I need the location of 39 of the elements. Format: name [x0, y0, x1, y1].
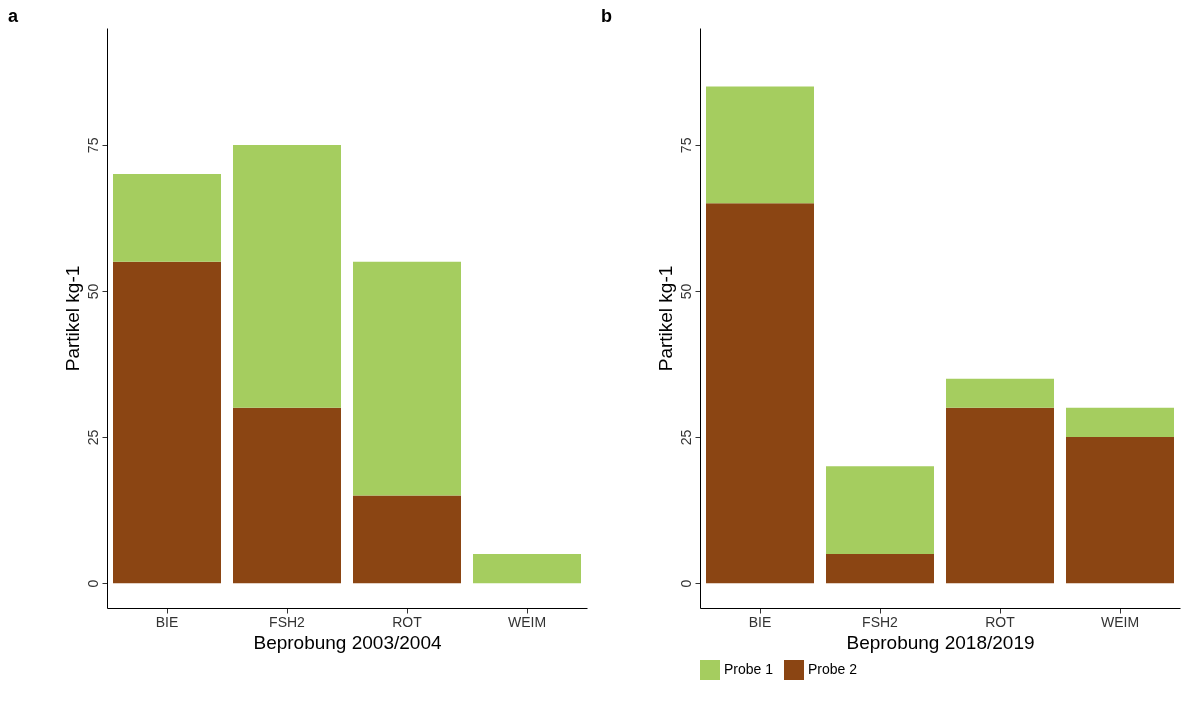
bar [1066, 437, 1174, 584]
bar [946, 407, 1054, 584]
y-tick-label: 50 [84, 283, 101, 300]
bar [353, 261, 461, 496]
x-tick-label: WEIM [507, 613, 547, 630]
chart-title: a [8, 6, 19, 26]
y-axis-title: Partikel kg-1 [61, 265, 83, 372]
bar [706, 86, 814, 204]
x-tick-label: WEIM [1100, 613, 1140, 630]
bar [946, 378, 1054, 408]
bar [353, 495, 461, 584]
chart-title: b [601, 6, 612, 26]
legend-label: Probe 1 [724, 661, 774, 677]
bar [826, 466, 934, 554]
bar [113, 261, 221, 584]
x-tick-label: FSH2 [862, 613, 899, 630]
y-tick-label: 25 [84, 429, 101, 446]
y-tick-label: 0 [677, 579, 694, 588]
y-tick-label: 75 [677, 137, 694, 154]
bar [473, 553, 581, 584]
bar [233, 144, 341, 408]
x-tick-label: ROT [392, 613, 423, 630]
x-tick-label: ROT [985, 613, 1016, 630]
bar [113, 174, 221, 262]
legend-label: Probe 2 [808, 661, 858, 677]
x-axis-title: Beprobung 2018/2019 [846, 631, 1035, 653]
bar [233, 407, 341, 584]
y-tick-label: 0 [84, 579, 101, 588]
bar [1066, 407, 1174, 438]
x-tick-label: BIE [155, 613, 179, 630]
x-tick-label: FSH2 [269, 613, 306, 630]
y-tick-label: 25 [677, 429, 694, 446]
bar [706, 203, 814, 584]
x-axis-title: Beprobung 2003/2004 [253, 631, 442, 653]
bar [826, 553, 934, 584]
y-tick-label: 50 [677, 283, 694, 300]
x-tick-label: BIE [748, 613, 772, 630]
y-tick-label: 75 [84, 137, 101, 154]
y-axis-title: Partikel kg-1 [654, 265, 676, 372]
